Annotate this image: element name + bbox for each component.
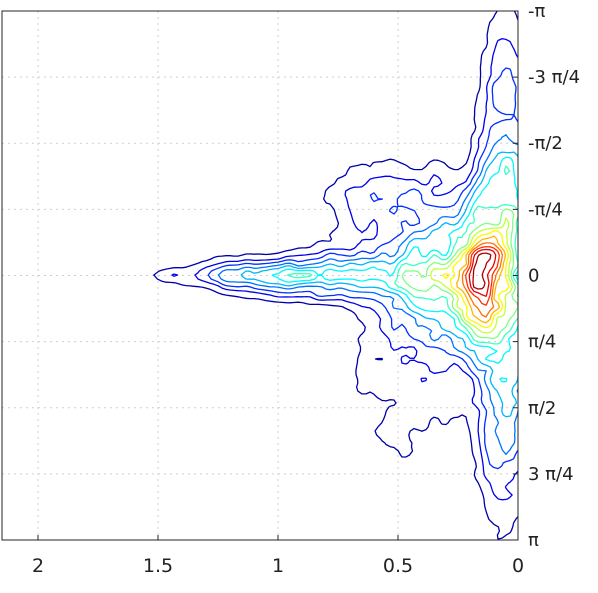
contour-level-14 <box>472 252 492 290</box>
x-tick-label-0: 2 <box>32 555 44 577</box>
x-tick-label-2: 1 <box>272 555 284 577</box>
y-tick-label-1: -3 π/4 <box>528 67 580 88</box>
contour-level-6 <box>286 165 518 345</box>
contour-level-10 <box>456 235 507 324</box>
y-tick-label-5: π/4 <box>528 332 556 353</box>
contour-level-0 <box>153 11 518 540</box>
contour-level-3 <box>217 133 518 455</box>
contour-level-7 <box>401 208 518 340</box>
contour-level-1 <box>171 38 518 501</box>
contour-level-8 <box>430 217 514 334</box>
contour-lines <box>153 11 518 540</box>
y-tick-label-3: -π/4 <box>528 199 563 220</box>
y-tick-label-8: π <box>528 530 539 551</box>
contour-level-2 <box>207 67 518 470</box>
y-tick-label-4: 0 <box>528 266 539 287</box>
contour-level-12 <box>465 245 500 306</box>
x-tick-label-3: 0.5 <box>383 555 413 577</box>
x-tick-label-1: 1.5 <box>143 555 173 577</box>
contour-level-9 <box>442 230 510 329</box>
y-axis: -π -3 π/4 -π/2 -π/4 0 π/4 π/2 3 π/4 π <box>513 1 580 551</box>
contour-level-11 <box>461 242 504 318</box>
x-tick-label-4: 0 <box>512 555 524 577</box>
y-tick-label-2: -π/2 <box>528 133 563 154</box>
contour-level-4 <box>240 151 518 418</box>
contour-level-13 <box>468 248 497 297</box>
y-tick-label-0: -π <box>528 1 545 22</box>
y-tick-label-7: 3 π/4 <box>528 464 574 485</box>
x-axis: 2 1.5 1 0.5 0 <box>32 535 524 577</box>
y-tick-label-6: π/2 <box>528 398 556 419</box>
